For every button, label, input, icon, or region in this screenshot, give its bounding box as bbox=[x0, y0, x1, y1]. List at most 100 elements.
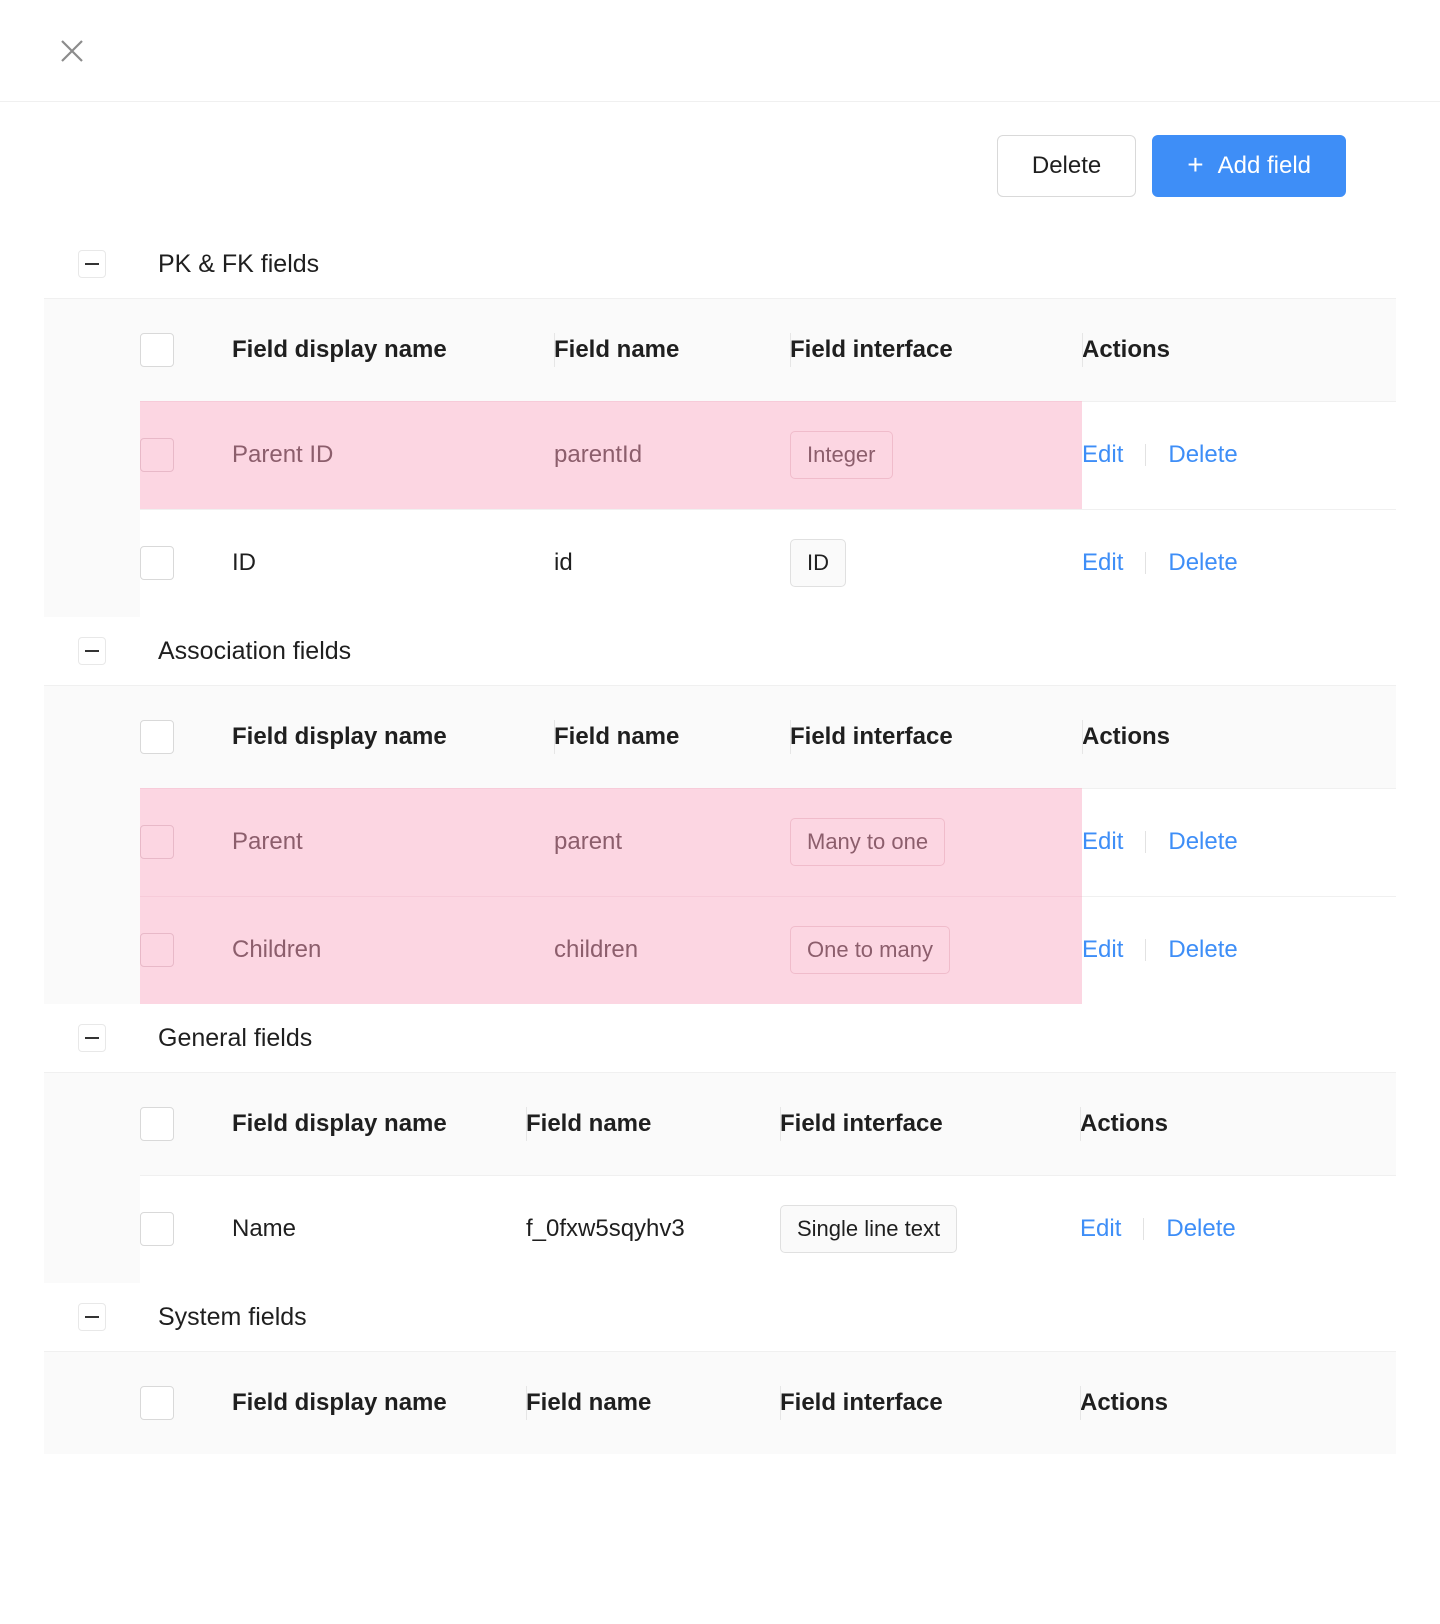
cell-display-name: Parent ID bbox=[232, 400, 554, 509]
table-row[interactable]: Name f_0fxw5sqyhv3 Single line text Edit… bbox=[44, 1174, 1396, 1283]
group-title: PK & FK fields bbox=[158, 249, 320, 278]
edit-link[interactable]: Edit bbox=[1080, 1215, 1122, 1243]
fields-table-system: Field display name Field name Field inte… bbox=[44, 1351, 1396, 1454]
table-row[interactable]: Parent parent Many to one Edit Delete bbox=[44, 787, 1396, 896]
table-row[interactable]: ID id ID Edit Delete bbox=[44, 508, 1396, 617]
select-all-checkbox[interactable] bbox=[140, 719, 174, 754]
minus-icon bbox=[85, 1316, 99, 1318]
edit-link[interactable]: Edit bbox=[1082, 549, 1124, 577]
select-all-cell bbox=[140, 686, 232, 788]
row-checkbox[interactable] bbox=[140, 933, 174, 968]
edit-link[interactable]: Edit bbox=[1082, 441, 1124, 468]
column-header-display-name: Field display name bbox=[232, 1073, 526, 1175]
cell-field-interface: ID bbox=[790, 508, 1082, 617]
row-gutter bbox=[44, 400, 140, 509]
select-all-cell bbox=[140, 1073, 232, 1175]
cell-actions: Edit Delete bbox=[1082, 787, 1396, 896]
column-header-actions: Actions bbox=[1082, 299, 1396, 401]
row-checkbox[interactable] bbox=[140, 825, 174, 859]
interface-tag: Single line text bbox=[780, 1205, 958, 1254]
close-button[interactable] bbox=[52, 31, 92, 71]
select-all-checkbox[interactable] bbox=[140, 1106, 174, 1141]
row-select-cell bbox=[140, 1174, 232, 1283]
action-divider bbox=[1145, 552, 1147, 575]
plus-icon: + bbox=[1187, 149, 1204, 180]
column-header-actions: Actions bbox=[1080, 1352, 1396, 1454]
table-header-row: Field display name Field name Field inte… bbox=[44, 1073, 1396, 1175]
cell-actions: Edit Delete bbox=[1082, 895, 1396, 1004]
group-title: Association fields bbox=[158, 636, 352, 665]
row-checkbox[interactable] bbox=[140, 438, 174, 472]
column-header-field-interface: Field interface bbox=[780, 1352, 1080, 1454]
cell-field-name: id bbox=[554, 508, 790, 617]
delete-button-label: Delete bbox=[1031, 152, 1102, 179]
row-checkbox[interactable] bbox=[140, 1212, 174, 1247]
add-field-button[interactable]: + Add field bbox=[1152, 135, 1346, 197]
interface-tag: Many to one bbox=[790, 818, 946, 866]
group-title: General fields bbox=[158, 1023, 313, 1052]
group-header-pk-fk: PK & FK fields bbox=[0, 230, 1440, 298]
delete-link[interactable]: Delete bbox=[1168, 549, 1238, 577]
table-header-row: Field display name Field name Field inte… bbox=[44, 299, 1396, 401]
cell-field-interface: Many to one bbox=[790, 787, 1082, 896]
column-header-field-interface: Field interface bbox=[780, 1073, 1080, 1175]
collapse-toggle-pk-fk[interactable] bbox=[78, 250, 106, 278]
cell-actions: Edit Delete bbox=[1082, 400, 1396, 509]
group-header-general: General fields bbox=[0, 1004, 1440, 1072]
row-gutter bbox=[44, 1174, 140, 1283]
collapse-toggle-general[interactable] bbox=[78, 1024, 106, 1052]
select-all-checkbox[interactable] bbox=[140, 1386, 174, 1420]
fields-table-association: Field display name Field name Field inte… bbox=[44, 685, 1396, 1004]
column-header-field-name: Field name bbox=[526, 1352, 780, 1454]
group-header-system: System fields bbox=[0, 1283, 1440, 1351]
delete-button[interactable]: Delete bbox=[996, 135, 1137, 197]
row-select-cell bbox=[140, 400, 232, 509]
cell-display-name: Parent bbox=[232, 787, 554, 896]
cell-field-name: parent bbox=[554, 787, 790, 896]
column-header-field-name: Field name bbox=[554, 686, 790, 788]
action-divider bbox=[1145, 939, 1147, 962]
delete-link[interactable]: Delete bbox=[1168, 936, 1238, 964]
minus-icon bbox=[85, 650, 99, 652]
toolbar: Delete + Add field bbox=[0, 102, 1440, 230]
delete-link[interactable]: Delete bbox=[1166, 1215, 1236, 1243]
cell-actions: Edit Delete bbox=[1082, 508, 1396, 617]
row-checkbox[interactable] bbox=[140, 546, 174, 581]
cell-display-name: Name bbox=[232, 1174, 526, 1283]
table-header-row: Field display name Field name Field inte… bbox=[44, 686, 1396, 788]
edit-link[interactable]: Edit bbox=[1082, 828, 1124, 855]
cell-field-name: f_0fxw5sqyhv3 bbox=[526, 1174, 780, 1283]
collapse-toggle-system[interactable] bbox=[78, 1303, 106, 1331]
table-header-row: Field display name Field name Field inte… bbox=[44, 1352, 1396, 1454]
table-row[interactable]: Children children One to many Edit Delet… bbox=[44, 895, 1396, 1004]
row-select-cell bbox=[140, 895, 232, 1004]
column-header-display-name: Field display name bbox=[232, 1352, 526, 1454]
delete-link[interactable]: Delete bbox=[1168, 441, 1238, 468]
cell-field-name: parentId bbox=[554, 400, 790, 509]
collapse-toggle-association[interactable] bbox=[78, 637, 106, 665]
column-header-display-name: Field display name bbox=[232, 686, 554, 788]
edit-link[interactable]: Edit bbox=[1082, 936, 1124, 964]
table-row[interactable]: Parent ID parentId Integer Edit Delete bbox=[44, 400, 1396, 509]
row-gutter bbox=[44, 299, 140, 401]
action-divider bbox=[1145, 444, 1147, 466]
row-gutter bbox=[44, 686, 140, 788]
interface-tag: ID bbox=[790, 539, 846, 588]
add-field-button-label: Add field bbox=[1217, 152, 1311, 179]
select-all-checkbox[interactable] bbox=[140, 332, 174, 367]
fields-table-general: Field display name Field name Field inte… bbox=[44, 1072, 1396, 1283]
dialog-header bbox=[0, 0, 1440, 102]
row-gutter bbox=[44, 508, 140, 617]
interface-tag: Integer bbox=[790, 431, 893, 479]
interface-tag: One to many bbox=[790, 926, 950, 975]
delete-link[interactable]: Delete bbox=[1168, 828, 1238, 855]
group-header-association: Association fields bbox=[0, 617, 1440, 685]
row-gutter bbox=[44, 1352, 140, 1454]
row-gutter bbox=[44, 1073, 140, 1175]
cell-field-name: children bbox=[554, 895, 790, 1004]
cell-field-interface: Integer bbox=[790, 400, 1082, 509]
column-header-actions: Actions bbox=[1082, 686, 1396, 788]
minus-icon bbox=[85, 1037, 99, 1039]
group-title: System fields bbox=[158, 1302, 307, 1331]
column-header-field-interface: Field interface bbox=[790, 686, 1082, 788]
